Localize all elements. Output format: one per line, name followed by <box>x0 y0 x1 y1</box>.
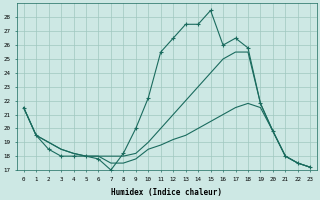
X-axis label: Humidex (Indice chaleur): Humidex (Indice chaleur) <box>111 188 222 197</box>
